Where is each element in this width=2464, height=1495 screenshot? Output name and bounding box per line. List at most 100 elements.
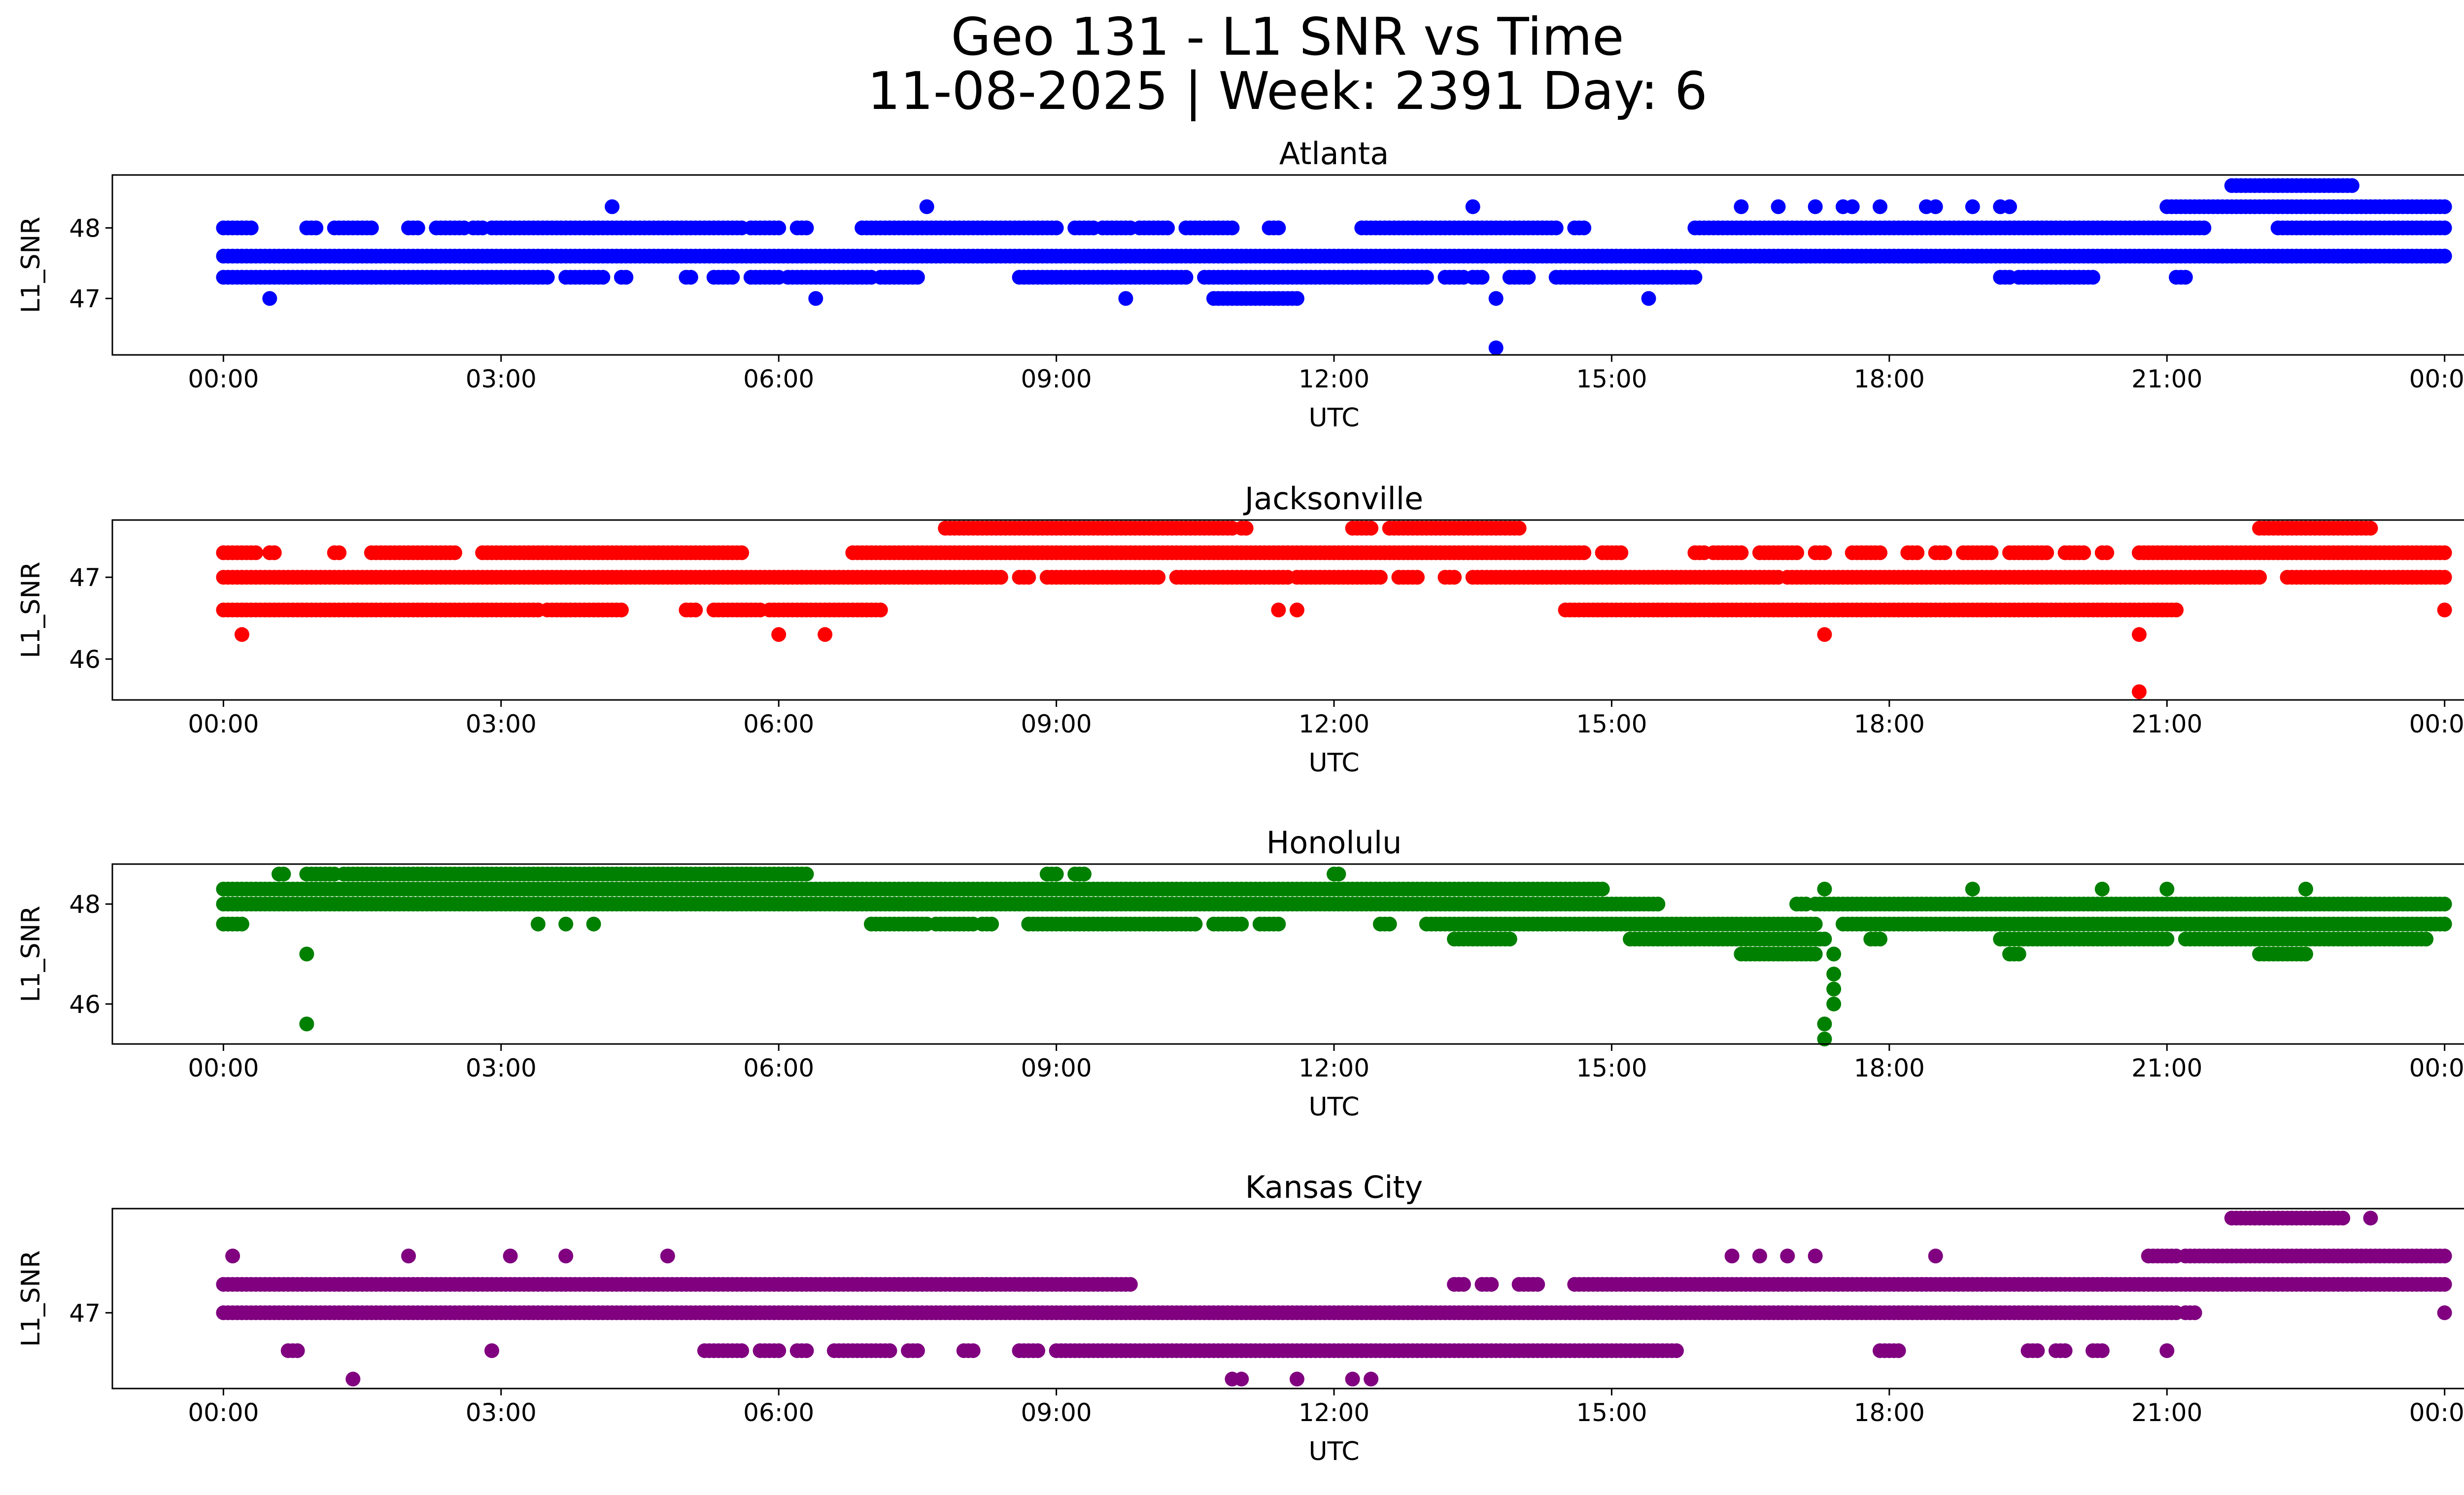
data-point: [1808, 199, 1823, 214]
data-point: [2326, 220, 2341, 236]
data-point: [1548, 220, 1564, 236]
x-tick-label: 03:00: [466, 365, 537, 393]
data-point: [2437, 199, 2452, 214]
data-point: [2094, 1343, 2110, 1358]
data-point: [919, 199, 934, 214]
data-point: [2011, 946, 2026, 962]
data-point: [299, 1016, 314, 1032]
data-point: [2437, 220, 2452, 236]
data-point: [1937, 545, 1952, 560]
data-point: [276, 867, 291, 882]
data-point: [2002, 199, 2017, 214]
panel-2-y-axis-label: L1_SNR: [16, 905, 46, 1002]
y-tick-label: 48: [69, 214, 101, 243]
panel-0-axes-frame: [111, 174, 2464, 356]
data-point: [1910, 545, 1925, 560]
x-tick-label: 03:00: [466, 1054, 537, 1082]
data-point: [1021, 570, 1036, 585]
data-point: [618, 270, 634, 285]
data-point: [2159, 881, 2175, 897]
data-point: [799, 1343, 814, 1358]
data-point: [1289, 291, 1304, 306]
data-point: [910, 1343, 925, 1358]
data-point: [1271, 916, 1286, 932]
data-point: [2419, 932, 2434, 947]
panel-1-title: Jacksonville: [1243, 481, 1423, 517]
x-tick-label: 12:00: [1299, 365, 1369, 393]
data-point: [1271, 220, 1286, 236]
x-tick-label: 00:00: [188, 1054, 259, 1082]
data-point: [586, 916, 601, 932]
data-point: [1225, 220, 1240, 236]
data-point: [2363, 521, 2378, 536]
data-point: [1178, 270, 1194, 285]
data-point: [2099, 545, 2115, 560]
data-point: [2437, 916, 2452, 932]
data-point: [1650, 897, 1666, 912]
data-point: [1687, 270, 1703, 285]
data-point: [1123, 1277, 1138, 1292]
data-point: [1271, 602, 1286, 618]
x-tick-label: 18:00: [1854, 365, 1925, 393]
data-point: [410, 220, 425, 236]
data-point: [1965, 199, 1980, 214]
data-point: [262, 291, 277, 306]
data-point: [1789, 545, 1804, 560]
data-point: [1419, 270, 1434, 285]
data-point: [2437, 545, 2452, 560]
data-point: [993, 570, 1008, 585]
x-tick-label: 03:00: [466, 710, 537, 738]
data-point: [1808, 946, 1823, 962]
data-point: [1669, 1343, 1684, 1358]
data-point: [799, 220, 814, 236]
data-point: [1873, 199, 1887, 214]
data-point: [1238, 521, 1254, 536]
panel-0-points: [216, 178, 2452, 355]
data-point: [614, 602, 629, 618]
data-point: [1076, 867, 1092, 882]
x-tick-label: 18:00: [1854, 1054, 1925, 1082]
data-point: [2252, 570, 2267, 585]
data-point: [1928, 199, 1943, 214]
data-point: [984, 916, 999, 932]
data-point: [540, 270, 555, 285]
x-tick-label: 09:00: [1021, 365, 1092, 393]
x-tick-label: 00:00: [2409, 365, 2464, 393]
data-point: [808, 291, 823, 306]
data-point: [2215, 248, 2230, 264]
data-point: [1030, 1343, 1045, 1358]
data-point: [1891, 1343, 1906, 1358]
data-point: [1188, 916, 1203, 932]
data-point: [1826, 946, 1842, 962]
data-point: [1808, 916, 1823, 932]
data-point: [1456, 1277, 1471, 1292]
data-point: [1613, 545, 1629, 560]
x-tick-label: 15:00: [1576, 710, 1647, 738]
data-point: [1734, 545, 1749, 560]
data-point: [2437, 897, 2452, 912]
data-point: [2437, 248, 2452, 264]
data-point: [1465, 199, 1480, 214]
data-point: [2437, 1277, 2452, 1292]
data-point: [1734, 199, 1749, 214]
data-point: [2178, 270, 2193, 285]
x-tick-label: 09:00: [1021, 1054, 1092, 1082]
data-point: [799, 867, 814, 882]
data-point: [243, 220, 259, 236]
x-tick-label: 00:00: [2409, 1054, 2464, 1082]
panel-1-x-axis-label: UTC: [1308, 748, 1359, 778]
y-tick-label: 46: [69, 990, 101, 1019]
data-point: [1817, 545, 1832, 560]
data-point: [2076, 545, 2091, 560]
data-point: [595, 270, 611, 285]
data-point: [558, 916, 574, 932]
x-tick-label: 21:00: [2131, 710, 2202, 738]
data-point: [2030, 1343, 2045, 1358]
data-point: [290, 1343, 305, 1358]
data-point: [1965, 881, 1980, 897]
panel-0-title: Atlanta: [1279, 136, 1389, 172]
panel-0-x-axis-label: UTC: [1308, 403, 1359, 433]
